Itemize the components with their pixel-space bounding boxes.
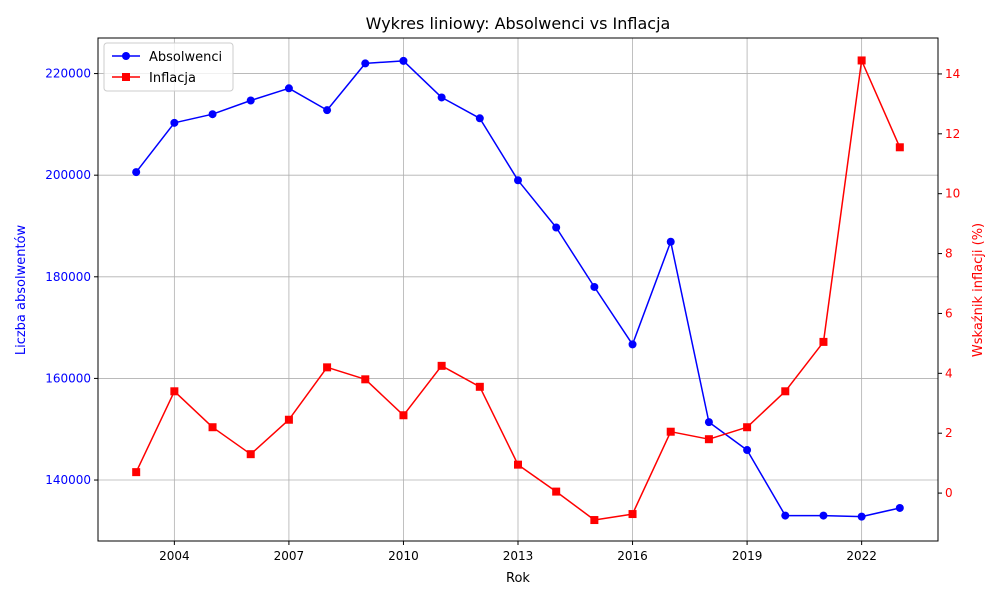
point-absolwenci-2021 bbox=[819, 511, 828, 520]
y-right-tick-label-10: 10 bbox=[945, 187, 960, 201]
y-right-tick-label-14: 14 bbox=[945, 67, 960, 81]
legend-marker-inflacja bbox=[122, 73, 130, 81]
y-axis-right-label: Wskaźnik inflacji (%) bbox=[971, 223, 986, 357]
point-inflacja-2017 bbox=[666, 427, 675, 436]
x-tick-label-2016: 2016 bbox=[617, 549, 648, 563]
y-right-tick-label-6: 6 bbox=[945, 306, 953, 320]
point-absolwenci-2018 bbox=[704, 418, 713, 427]
point-inflacja-2013 bbox=[514, 460, 522, 469]
point-absolwenci-2023 bbox=[895, 503, 904, 512]
point-inflacja-2014 bbox=[552, 487, 561, 496]
legend-box bbox=[103, 42, 234, 92]
x-tick-label-2022: 2022 bbox=[846, 549, 877, 563]
y-left-tick-label-200000: 200000 bbox=[45, 168, 91, 182]
legend-label-absolwenci: Absolwenci bbox=[149, 50, 222, 65]
point-inflacja-2015 bbox=[590, 516, 599, 525]
x-tick-label-2013: 2013 bbox=[503, 549, 534, 563]
series-layer bbox=[132, 56, 904, 525]
point-absolwenci-2017 bbox=[666, 237, 675, 246]
point-inflacja-2003 bbox=[132, 468, 141, 477]
point-inflacja-2005 bbox=[208, 423, 217, 432]
point-absolwenci-2019 bbox=[743, 446, 752, 455]
x-tick-label-2010: 2010 bbox=[388, 549, 419, 563]
y-right-tick-label-2: 2 bbox=[945, 426, 953, 440]
point-inflacja-2022 bbox=[857, 56, 866, 65]
y-right-tick-label-0: 0 bbox=[945, 486, 953, 500]
y-right-tick-label-4: 4 bbox=[945, 366, 953, 380]
point-inflacja-2023 bbox=[895, 143, 904, 152]
point-absolwenci-2014 bbox=[552, 223, 561, 232]
y-left-tick-label-140000: 140000 bbox=[45, 473, 91, 487]
point-absolwenci-2011 bbox=[437, 93, 446, 102]
point-absolwenci-2007 bbox=[284, 84, 293, 93]
y-left-tick-label-180000: 180000 bbox=[45, 270, 91, 284]
point-absolwenci-2008 bbox=[323, 106, 332, 115]
y-right-tick-label-8: 8 bbox=[945, 247, 953, 261]
point-absolwenci-2006 bbox=[246, 96, 255, 105]
point-inflacja-2020 bbox=[781, 387, 790, 396]
point-absolwenci-2012 bbox=[475, 114, 484, 123]
point-inflacja-2018 bbox=[704, 435, 713, 444]
y-left-tick-label-160000: 160000 bbox=[45, 371, 91, 385]
x-tick-label-2004: 2004 bbox=[159, 549, 190, 563]
point-inflacja-2019 bbox=[743, 423, 752, 432]
point-inflacja-2012 bbox=[475, 382, 484, 391]
x-tick-label-2007: 2007 bbox=[274, 549, 305, 563]
point-inflacja-2011 bbox=[437, 361, 446, 370]
y-right-tick-label-12: 12 bbox=[945, 127, 960, 141]
legend: Absolwenci Inflacja bbox=[103, 42, 234, 92]
point-inflacja-2009 bbox=[361, 375, 370, 384]
point-absolwenci-2004 bbox=[170, 118, 179, 127]
x-tick-label-2019: 2019 bbox=[732, 549, 763, 563]
point-absolwenci-2010 bbox=[399, 56, 408, 65]
point-absolwenci-2005 bbox=[208, 110, 217, 119]
point-inflacja-2021 bbox=[819, 337, 828, 346]
legend-marker-absolwenci bbox=[122, 52, 130, 60]
y-left-tick-label-220000: 220000 bbox=[45, 67, 91, 81]
point-absolwenci-2009 bbox=[361, 59, 370, 68]
point-absolwenci-2003 bbox=[132, 168, 141, 177]
point-absolwenci-2022 bbox=[857, 512, 866, 521]
grid bbox=[98, 38, 938, 541]
point-inflacja-2007 bbox=[284, 415, 293, 424]
point-absolwenci-2016 bbox=[628, 340, 637, 349]
x-axis: 2004 2007 2010 2013 2016 2019 2022 bbox=[159, 541, 877, 563]
x-axis-label: Rok bbox=[506, 571, 530, 586]
point-inflacja-2010 bbox=[399, 411, 408, 420]
y-axis-left-label: Liczba absolwentów bbox=[14, 224, 29, 355]
point-inflacja-2008 bbox=[323, 363, 332, 372]
chart-title: Wykres liniowy: Absolwenci vs Inflacja bbox=[366, 14, 671, 33]
point-absolwenci-2013 bbox=[514, 176, 522, 185]
point-inflacja-2006 bbox=[246, 450, 255, 459]
y-axis-right: 0 2 4 6 8 10 12 14 bbox=[938, 67, 960, 500]
legend-label-inflacja: Inflacja bbox=[149, 71, 196, 86]
point-inflacja-2016 bbox=[628, 510, 637, 519]
point-inflacja-2004 bbox=[170, 387, 179, 396]
point-absolwenci-2020 bbox=[781, 511, 790, 520]
point-absolwenci-2015 bbox=[590, 282, 599, 291]
y-axis-left: 140000 160000 180000 200000 220000 bbox=[45, 67, 98, 487]
